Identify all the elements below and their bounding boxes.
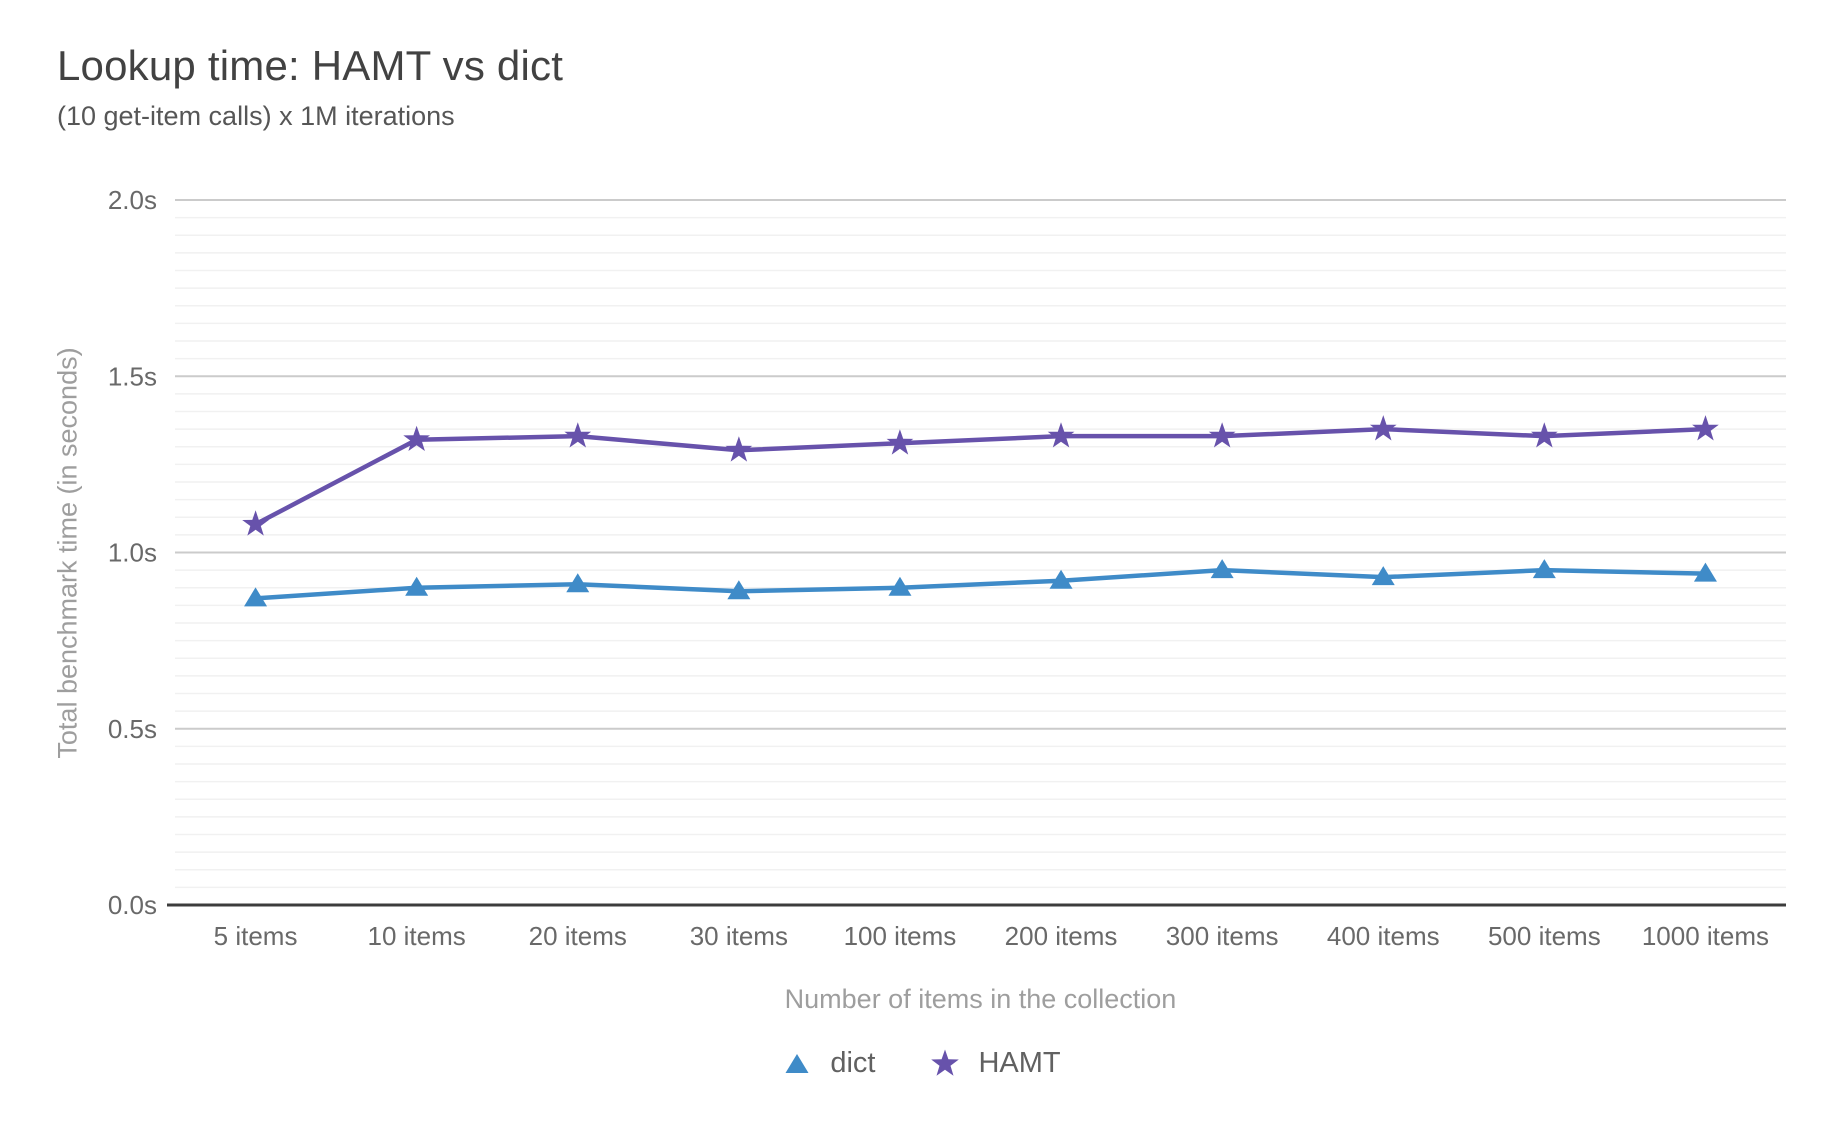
series-line-dict (253, 567, 1708, 601)
x-tick-label: 30 items (690, 921, 788, 951)
legend-item-dict: dict (779, 1046, 875, 1080)
x-tick-label: 5 items (214, 921, 298, 951)
y-tick-label: 2.0s (108, 185, 157, 215)
data-point-hamt (1531, 422, 1558, 448)
triangle-icon (785, 1054, 809, 1073)
legend-label: HAMT (978, 1046, 1061, 1079)
x-tick-label: 20 items (529, 921, 627, 951)
legend-item-hamt: HAMT (927, 1046, 1061, 1080)
y-tick-label: 0.5s (108, 714, 157, 744)
data-point-hamt (1208, 422, 1236, 448)
data-point-hamt (725, 436, 753, 462)
x-tick-label: 300 items (1166, 921, 1279, 951)
star-icon (931, 1049, 960, 1076)
data-point-dict (405, 576, 429, 596)
series-line-hamt (253, 426, 1708, 527)
x-tick-label: 10 items (368, 921, 466, 951)
data-point-hamt (1369, 415, 1397, 441)
data-point-dict (1693, 562, 1717, 582)
data-point-dict (1532, 559, 1556, 579)
data-point-dict (1049, 569, 1073, 589)
chart-subtitle: (10 get-item calls) x 1M iterations (57, 101, 455, 131)
data-point-hamt (403, 425, 430, 451)
y-tick-label: 1.0s (108, 538, 157, 568)
data-point-dict (1210, 559, 1234, 579)
x-tick-label: 200 items (1005, 921, 1118, 951)
data-point-dict (566, 573, 590, 593)
data-point-hamt (242, 510, 269, 536)
data-point-hamt (1692, 415, 1719, 441)
legend-label: dict (830, 1046, 876, 1079)
y-tick-label: 1.5s (108, 361, 157, 391)
x-tick-label: 500 items (1488, 921, 1601, 951)
x-tick-label: 1000 items (1642, 921, 1769, 951)
data-point-dict (1371, 566, 1395, 586)
x-axis-title: Number of items in the collection (784, 984, 1177, 1014)
legend: dict HAMT (0, 1046, 1840, 1080)
data-point-hamt (1047, 422, 1075, 448)
data-point-dict (727, 580, 751, 600)
data-point-hamt (886, 429, 914, 455)
data-point-dict (244, 587, 268, 607)
x-tick-label: 100 items (844, 921, 957, 951)
y-tick-label: 0.0s (108, 890, 157, 920)
data-point-hamt (564, 422, 592, 448)
data-point-dict (888, 576, 912, 596)
chart-title: Lookup time: HAMT vs dict (57, 42, 564, 89)
x-tick-label: 400 items (1327, 921, 1440, 951)
